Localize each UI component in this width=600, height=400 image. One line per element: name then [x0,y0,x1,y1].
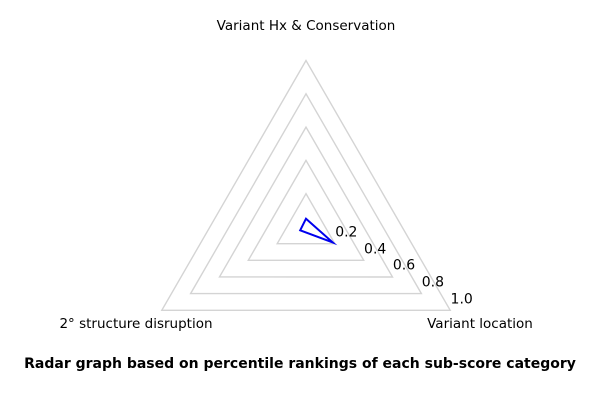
tick-label-0.2: 0.2 [335,224,358,241]
grid-triangle-0.4 [247,159,365,261]
axis-label-variant-location: Variant location [427,316,533,332]
tick-label-0.4: 0.4 [364,241,387,258]
tick-label-0.6: 0.6 [392,257,416,274]
grid-triangle-0.2 [275,192,337,245]
grid-triangle-0.6 [218,125,394,278]
figure-caption: Radar graph based on percentile rankings… [24,356,576,372]
tick-label-0.8: 0.8 [421,274,444,291]
data-polygon [298,217,338,246]
tick-label-1.0: 1.0 [450,291,473,308]
axis-label-variant-hx-conservation: Variant Hx & Conservation [216,18,396,34]
axis-label-secondary-structure-disruption: 2° structure disruption [59,316,213,332]
grid-triangle-1.0 [160,59,452,311]
grid-triangle-0.8 [189,92,423,295]
